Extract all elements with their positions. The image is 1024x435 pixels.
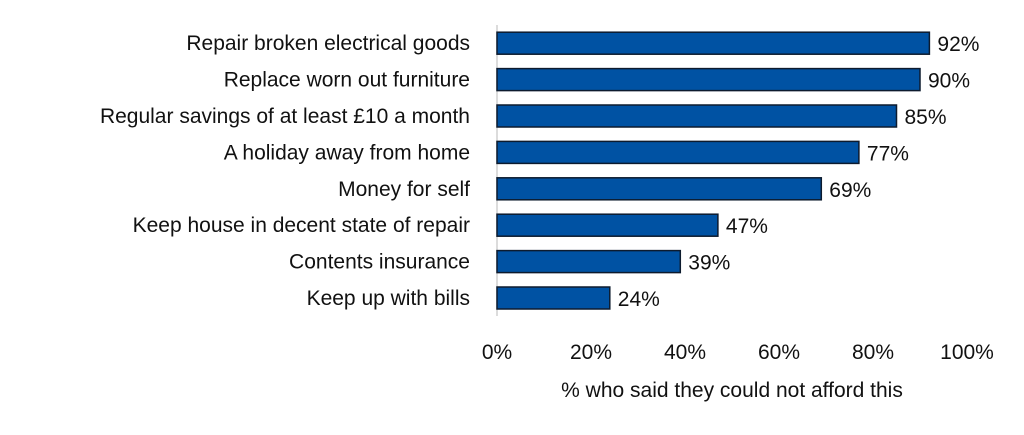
x-tick-label: 0% — [482, 341, 512, 364]
category-label: Contents insurance — [289, 251, 470, 274]
bar — [496, 31, 931, 55]
data-label: 24% — [618, 288, 660, 311]
bar — [496, 286, 611, 310]
category-label: Repair broken electrical goods — [186, 32, 470, 55]
data-label: 69% — [829, 179, 871, 202]
bar — [496, 67, 921, 92]
category-label: Keep house in decent state of repair — [133, 214, 470, 237]
bar — [496, 104, 898, 128]
x-axis-label: % who said they could not afford this — [561, 379, 903, 402]
x-tick-label: 60% — [758, 341, 800, 364]
category-label: Replace worn out furniture — [224, 69, 470, 92]
data-label: 39% — [688, 252, 730, 275]
data-label: 92% — [937, 33, 979, 56]
bar — [496, 249, 682, 274]
category-label: A holiday away from home — [224, 141, 470, 164]
data-label: 90% — [928, 70, 970, 93]
category-label: Keep up with bills — [307, 287, 470, 310]
bar — [496, 140, 860, 165]
x-tick-label: 20% — [570, 341, 612, 364]
category-label: Money for self — [338, 178, 470, 201]
data-label: 77% — [867, 142, 909, 165]
x-tick-label: 100% — [940, 341, 994, 364]
data-label: 85% — [905, 106, 947, 129]
bar — [496, 213, 719, 237]
x-tick-label: 40% — [664, 341, 706, 364]
x-tick-label: 80% — [852, 341, 894, 364]
data-label: 47% — [726, 215, 768, 238]
category-label: Regular savings of at least £10 a month — [100, 105, 470, 128]
bar — [496, 177, 823, 201]
